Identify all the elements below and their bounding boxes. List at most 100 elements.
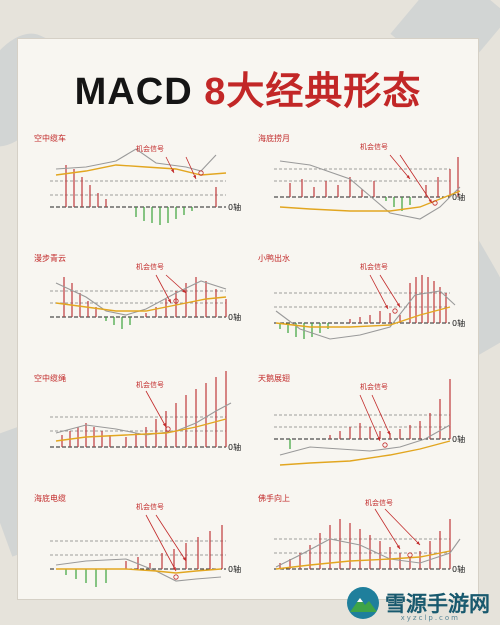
zero-axis-label: 0轴 <box>452 434 465 444</box>
pattern-name: 海底捞月 <box>258 133 290 143</box>
signal-point <box>407 552 413 558</box>
arrow-head-icon <box>396 303 400 307</box>
dif-line <box>275 538 461 568</box>
mountain-logo-icon <box>347 587 379 619</box>
watermark-sub: xyzclp.com <box>400 614 460 622</box>
zero-axis-label: 0轴 <box>228 312 241 322</box>
signal-point <box>432 200 438 206</box>
signal-label: 机会信号 <box>136 144 164 153</box>
dif-line <box>275 290 456 340</box>
signal-point <box>173 574 179 580</box>
signal-point <box>392 308 398 314</box>
signal-label: 机会信号 <box>136 380 164 389</box>
panel-haidi-laoyue: 海底捞月机会信号 0轴 <box>250 129 470 239</box>
signal-arrow <box>374 508 401 550</box>
site-watermark: 雪源手游网 xyzclp.com <box>347 587 490 622</box>
arrow-head-icon <box>387 431 390 435</box>
signal-arrow <box>399 154 433 204</box>
arrow-head-icon <box>162 423 166 427</box>
dif-line <box>279 424 451 456</box>
panel-foshou-xiangshang: 佛手向上机会信号 0轴 <box>250 489 470 599</box>
signal-arrow <box>389 154 411 180</box>
macd-pattern-sketch: 佛手向上机会信号 0轴 <box>258 493 465 574</box>
arrow-head-icon <box>384 305 388 309</box>
panel-tiane-zhanchi: 天鹅展翅机会信号 0轴 <box>250 369 470 479</box>
signal-point <box>198 170 204 176</box>
dea-line <box>275 550 451 570</box>
signal-point <box>382 442 388 448</box>
arrow-head-icon <box>167 299 171 303</box>
dea-line <box>55 418 227 442</box>
arrow-head-icon <box>182 289 186 293</box>
signal-label: 机会信号 <box>360 142 388 151</box>
arrow-head-icon <box>193 175 196 179</box>
arrow-head-icon <box>406 175 410 179</box>
arrow-head-icon <box>170 169 174 173</box>
signal-point <box>165 426 171 432</box>
title-accent: 8大经典形态 <box>204 71 422 113</box>
signal-arrow <box>165 274 187 294</box>
signal-label: 机会信号 <box>365 498 393 507</box>
panel-kongzhong-lansheng: 空中缆绳机会信号 0轴 <box>26 369 246 479</box>
dea-line <box>56 568 222 574</box>
signal-arrow <box>185 156 197 180</box>
panel-manbu-qingyun: 漫步青云机会信号 0轴 <box>26 249 246 359</box>
zero-axis-label: 0轴 <box>452 318 465 328</box>
signal-arrow <box>145 390 167 428</box>
arrow-head-icon <box>396 545 400 549</box>
arrow-head-icon <box>172 567 176 571</box>
signal-label: 机会信号 <box>136 262 164 271</box>
zero-axis-label: 0轴 <box>228 202 241 212</box>
page-title: MACD 8大经典形态 <box>18 60 478 115</box>
pattern-name: 空中缆绳 <box>34 373 66 383</box>
infographic-card: MACD 8大经典形态 空中缆车 机会信号 0轴 海底捞月 机会信号 0轴 漫步青云 机会… <box>17 38 479 600</box>
zero-axis-label: 0轴 <box>228 442 241 452</box>
zero-axis-label: 0轴 <box>452 192 465 202</box>
signal-arrow <box>145 514 177 572</box>
signal-arrow <box>379 274 401 308</box>
pattern-name: 小鸭出水 <box>258 253 290 263</box>
watermark-text: 雪源手游网 <box>385 592 490 616</box>
signal-arrow <box>369 274 389 310</box>
dif-line <box>55 280 227 316</box>
panel-haidi-dianlan: 海底电缆机会信号 0轴 <box>26 489 246 599</box>
arrow-head-icon <box>377 437 380 441</box>
dif-line <box>279 160 461 220</box>
dea-line <box>279 190 461 212</box>
arrow-head-icon <box>428 199 432 203</box>
dea-line <box>279 440 451 466</box>
signal-label: 机会信号 <box>136 502 164 511</box>
arrow-head-icon <box>182 557 186 561</box>
signal-arrow <box>155 514 187 562</box>
dea-line <box>55 296 227 312</box>
dif-line <box>55 402 232 436</box>
pattern-name: 空中缆车 <box>34 133 66 143</box>
pattern-name: 海底电缆 <box>34 493 66 503</box>
title-main: MACD <box>74 71 193 113</box>
pattern-name: 天鹅展翅 <box>258 373 290 383</box>
signal-label: 机会信号 <box>360 382 388 391</box>
dea-line <box>275 306 451 328</box>
signal-label: 机会信号 <box>360 262 388 271</box>
pattern-name: 漫步青云 <box>34 253 66 263</box>
dea-line <box>55 164 227 176</box>
pattern-name: 佛手向上 <box>258 493 290 503</box>
panel-xiaoya-chushui: 小鸭出水机会信号 0轴 <box>250 249 470 359</box>
panel-kongzhong-lanche: 空中缆车机会信号 0轴 <box>26 129 246 239</box>
signal-arrow <box>371 394 391 436</box>
zero-axis-label: 0轴 <box>452 564 465 574</box>
zero-axis-label: 0轴 <box>228 564 241 574</box>
signal-point <box>173 298 179 304</box>
arrow-head-icon <box>416 541 420 545</box>
dif-line <box>55 148 217 172</box>
signal-arrow <box>155 274 172 304</box>
signal-arrow <box>359 394 381 442</box>
signal-arrow <box>384 508 421 546</box>
